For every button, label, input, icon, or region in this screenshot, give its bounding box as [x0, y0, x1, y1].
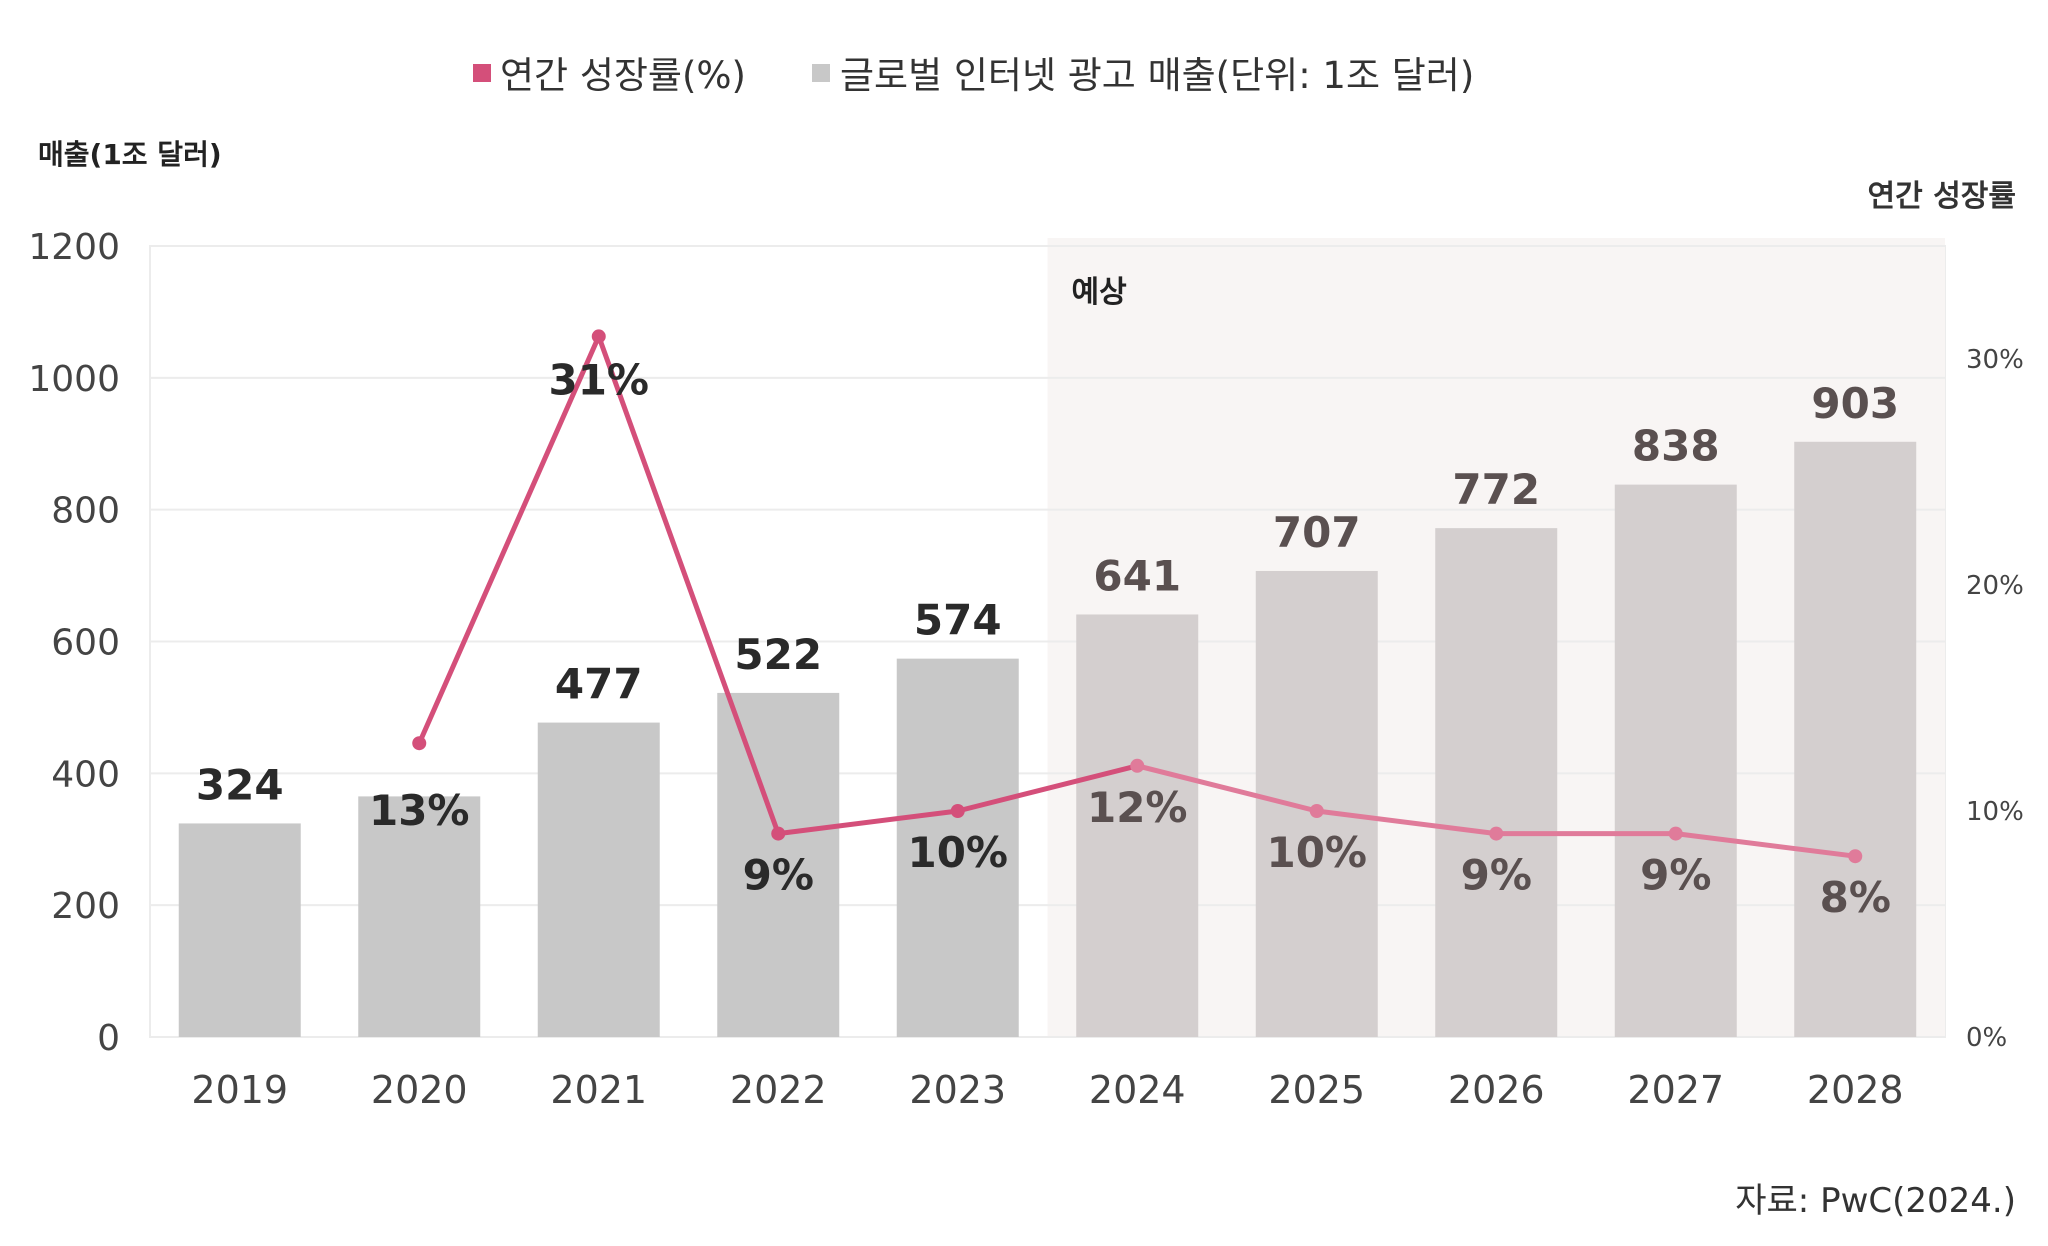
revenue-bar-2024 — [1076, 614, 1199, 1037]
growth-point-2026 — [1489, 826, 1504, 841]
left-tick-label: 0 — [97, 1018, 120, 1059]
growth-line-segment — [775, 808, 961, 837]
revenue-data-labels: 324 477 522 574 641 707 772 838 903 — [196, 379, 1899, 810]
revenue-bar-2020 — [358, 796, 481, 1037]
revenue-label-2025: 707 — [1273, 508, 1361, 557]
growth-point-2024 — [1130, 758, 1145, 773]
x-tick-label-2023: 2023 — [909, 1068, 1006, 1112]
x-tick-label-2020: 2020 — [371, 1068, 468, 1112]
growth-line-segment — [1673, 831, 1858, 859]
revenue-bars — [178, 441, 1917, 1038]
revenue-label-2021: 477 — [555, 660, 643, 709]
revenue-bar-2027 — [1614, 484, 1737, 1037]
legend-revenue-swatch — [812, 64, 830, 82]
right-tick-label: 30% — [1966, 345, 2024, 375]
revenue-bar-2021 — [537, 722, 660, 1037]
right-axis-title: 연간 성장률 — [1868, 179, 2016, 214]
legend-revenue-label: 글로벌 인터넷 광고 매출(단위: 1조 달러) — [840, 54, 1474, 97]
left-tick-label: 1000 — [28, 359, 120, 400]
x-tick-label-2028: 2028 — [1807, 1068, 1904, 1112]
growth-point-2021 — [591, 329, 606, 344]
revenue-label-2024: 641 — [1093, 551, 1181, 600]
source-note: 자료: PwC(2024.) — [1735, 1181, 2016, 1221]
right-tick-label: 0% — [1966, 1023, 2007, 1053]
left-tick-label: 600 — [51, 623, 120, 664]
revenue-bar-2022 — [717, 692, 840, 1037]
right-tick-label: 10% — [1966, 797, 2024, 827]
growth-label-2023: 10% — [907, 828, 1008, 877]
legend: 연간 성장률(%) 글로벌 인터넷 광고 매출(단위: 1조 달러) — [473, 54, 1474, 97]
revenue-bar-2023 — [896, 658, 1019, 1037]
x-tick-label-2021: 2021 — [550, 1068, 647, 1112]
revenue-bar-2028 — [1794, 441, 1917, 1038]
forecast-label: 예상 — [1072, 275, 1128, 310]
revenue-label-2023: 574 — [914, 596, 1002, 645]
legend-growth-swatch — [473, 64, 491, 82]
x-tick-label-2022: 2022 — [730, 1068, 827, 1112]
revenue-bar-2026 — [1435, 528, 1558, 1037]
revenue-label-2028: 903 — [1811, 379, 1899, 428]
growth-point-2020 — [412, 736, 427, 751]
growth-line-segment — [1134, 763, 1320, 814]
growth-label-2028: 8% — [1820, 873, 1891, 922]
growth-label-2025: 10% — [1266, 828, 1367, 877]
x-tick-label-2026: 2026 — [1448, 1068, 1545, 1112]
left-tick-label: 1200 — [28, 227, 120, 268]
growth-label-2022: 9% — [743, 851, 814, 900]
growth-label-2027: 9% — [1640, 851, 1711, 900]
growth-label-2024: 12% — [1087, 783, 1188, 832]
revenue-label-2022: 522 — [734, 630, 822, 679]
growth-point-2028 — [1848, 849, 1863, 864]
revenue-label-2019: 324 — [196, 760, 284, 809]
left-tick-label: 800 — [51, 491, 120, 532]
revenue-bar-2019 — [178, 823, 301, 1037]
left-tick-label: 400 — [51, 754, 120, 795]
x-tick-label-2027: 2027 — [1627, 1068, 1724, 1112]
left-tick-label: 200 — [51, 886, 120, 927]
legend-growth-label: 연간 성장률(%) — [500, 54, 746, 97]
x-tick-label-2025: 2025 — [1268, 1068, 1365, 1112]
left-axis-title: 매출(1조 달러) — [38, 138, 222, 171]
x-tick-label-2019: 2019 — [191, 1068, 288, 1112]
revenue-label-2027: 838 — [1632, 422, 1720, 471]
revenue-bar-2025 — [1255, 570, 1378, 1037]
growth-label-2020: 13% — [369, 786, 470, 835]
growth-data-labels: 13% 31% 9% 10% 12% 10% 9% 9% 8% — [369, 355, 1891, 922]
growth-line-series — [412, 329, 1863, 864]
growth-label-2026: 9% — [1461, 851, 1532, 900]
growth-line-segment — [416, 333, 602, 746]
growth-point-2027 — [1668, 826, 1683, 841]
growth-point-2025 — [1309, 804, 1324, 818]
growth-point-2022 — [771, 826, 786, 841]
growth-line-segment — [1314, 808, 1499, 837]
x-tick-label-2024: 2024 — [1089, 1068, 1186, 1112]
right-tick-label: 20% — [1966, 571, 2024, 601]
growth-line-segment — [955, 763, 1140, 814]
growth-line-segment — [596, 333, 781, 837]
growth-point-2023 — [950, 804, 965, 818]
axes: 0 200 400 600 800 1000 1200 0% 10% 20% 30% 2019 2020… — [28, 227, 2023, 1112]
growth-label-2021: 31% — [548, 355, 649, 404]
revenue-label-2026: 772 — [1452, 465, 1540, 514]
